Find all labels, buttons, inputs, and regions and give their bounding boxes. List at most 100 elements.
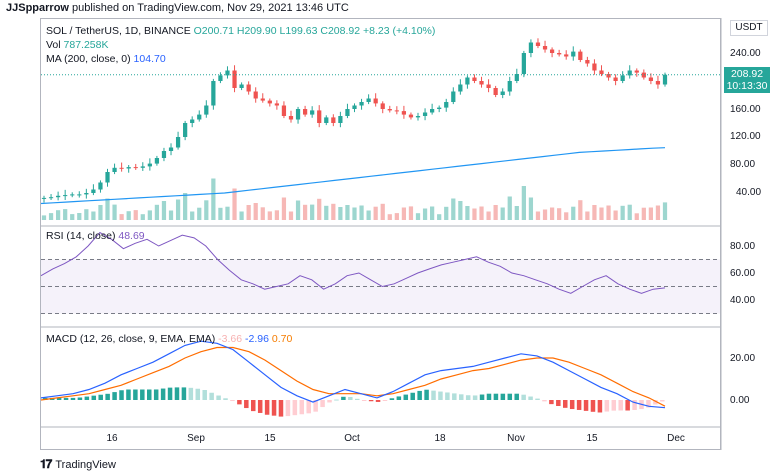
macd-histogram-bar bbox=[153, 389, 159, 400]
macd-histogram-bar bbox=[195, 388, 201, 400]
last-price-badge: 208.92 10:13:30 bbox=[724, 67, 770, 93]
vol-label[interactable]: Vol bbox=[46, 39, 61, 51]
last-price: 208.92 bbox=[730, 68, 764, 80]
candle-body bbox=[592, 63, 597, 71]
candle-body bbox=[613, 77, 618, 81]
macd-histogram-bar bbox=[653, 400, 658, 405]
macd-legend: MACD (12, 26, close, 9, EMA, EMA) -3.66 … bbox=[46, 333, 292, 345]
volume-bar bbox=[41, 215, 47, 220]
candle-body bbox=[585, 60, 590, 64]
volume-bar bbox=[260, 207, 265, 220]
macd-histogram-bar bbox=[244, 400, 249, 409]
candle-body bbox=[154, 158, 160, 164]
candle-body bbox=[479, 81, 484, 85]
price-tick-240: 240.00 bbox=[730, 48, 761, 59]
macd-histogram-bar bbox=[403, 394, 409, 400]
volume-bar bbox=[246, 205, 251, 220]
macd-tick-20: 20.00 bbox=[730, 353, 756, 364]
macd-histogram-bar bbox=[382, 400, 388, 401]
candle-countdown: 10:13:30 bbox=[726, 80, 768, 92]
candle-body bbox=[98, 182, 103, 190]
macd-histogram-bar bbox=[597, 400, 603, 413]
macd-histogram-bar bbox=[223, 398, 228, 400]
macd-tick-0: 0.00 bbox=[730, 395, 750, 406]
volume-bar bbox=[606, 205, 611, 220]
candle-body bbox=[331, 117, 336, 123]
candle-body bbox=[225, 70, 230, 76]
macd-histogram-bar bbox=[91, 395, 97, 400]
candle-body bbox=[147, 163, 152, 167]
volume-bar bbox=[599, 207, 604, 220]
macd-histogram-bar bbox=[251, 400, 256, 412]
macd-histogram-bar bbox=[528, 396, 533, 400]
ma-line bbox=[40, 147, 666, 205]
volume-bar bbox=[366, 210, 371, 220]
macd-label[interactable]: MACD (12, 26, close, 9, EMA, EMA) bbox=[46, 333, 216, 345]
macd-histogram-bar bbox=[611, 400, 617, 411]
macd-histogram-bar bbox=[452, 393, 457, 400]
volume-bar bbox=[444, 206, 449, 220]
candle-body bbox=[486, 84, 491, 88]
volume-bar bbox=[147, 210, 152, 220]
candle-body bbox=[514, 74, 519, 81]
candle-body bbox=[190, 119, 195, 123]
macd-histogram-bar bbox=[556, 400, 561, 406]
candle-body bbox=[63, 195, 68, 197]
candle-body bbox=[634, 70, 639, 73]
volume-bar bbox=[338, 207, 343, 220]
volume-bar bbox=[126, 211, 131, 220]
macd-histogram-bar bbox=[257, 400, 263, 413]
author-name[interactable]: JJSpparrow bbox=[6, 2, 69, 14]
ma-label[interactable]: MA (200, close, 0) bbox=[46, 53, 131, 65]
symbol-label[interactable]: SOL / TetherUS, 1D, BINANCE bbox=[46, 25, 191, 37]
macd-histogram-bar bbox=[507, 393, 513, 400]
volume-bar bbox=[571, 206, 576, 220]
volume-bar bbox=[592, 205, 597, 220]
volume-bar bbox=[458, 201, 463, 220]
price-tick-120: 120.00 bbox=[730, 131, 761, 142]
candle-body bbox=[578, 51, 583, 60]
main-legend-line1: SOL / TetherUS, 1D, BINANCE O200.71 H209… bbox=[46, 25, 435, 37]
macd-histogram-bar bbox=[119, 390, 124, 400]
close-value: C208.92 bbox=[320, 25, 361, 37]
volume-bar bbox=[345, 205, 350, 220]
tradingview-logo-icon: 𝟏𝟕 bbox=[40, 457, 52, 471]
macd-histogram-bar bbox=[632, 400, 637, 410]
candle-body bbox=[310, 110, 315, 115]
rsi-label[interactable]: RSI (14, close) bbox=[46, 230, 116, 242]
volume-bar bbox=[401, 207, 407, 220]
macd-histogram-bar bbox=[583, 400, 589, 411]
volume-bar bbox=[91, 211, 96, 220]
macd-histogram-bar bbox=[486, 393, 492, 400]
volume-bar bbox=[119, 214, 124, 220]
macd-histogram-bar bbox=[417, 390, 422, 400]
candle-body bbox=[472, 77, 477, 81]
candle-body bbox=[70, 194, 75, 196]
candle-body bbox=[218, 75, 223, 81]
candle-body bbox=[401, 111, 407, 115]
volume-bar bbox=[486, 211, 491, 220]
macd-histogram-bar bbox=[216, 395, 221, 400]
volume-bar bbox=[281, 197, 287, 220]
candle-body bbox=[133, 167, 138, 169]
x-label-nov: Nov bbox=[507, 433, 525, 444]
macd-histogram-bar bbox=[368, 400, 374, 402]
candle-body bbox=[564, 54, 569, 57]
candle-body bbox=[246, 84, 251, 92]
macd-histogram-bar bbox=[396, 396, 402, 400]
rsi-tick-60: 60.00 bbox=[730, 268, 756, 279]
volume-bar bbox=[105, 198, 110, 220]
volume-bar bbox=[239, 211, 244, 220]
macd-hist-value: -3.66 bbox=[218, 333, 243, 345]
currency-badge[interactable]: USDT bbox=[730, 20, 768, 36]
x-label-sep: Sep bbox=[187, 433, 205, 444]
candle-body bbox=[458, 84, 463, 92]
volume-bar bbox=[352, 207, 357, 220]
volume-bar bbox=[500, 207, 505, 220]
footer-brand[interactable]: 𝟏𝟕 TradingView bbox=[40, 457, 116, 472]
macd-histogram-bar bbox=[348, 396, 353, 400]
macd-histogram-bar bbox=[237, 400, 242, 405]
candle-body bbox=[140, 166, 145, 168]
volume-bar bbox=[627, 204, 632, 220]
